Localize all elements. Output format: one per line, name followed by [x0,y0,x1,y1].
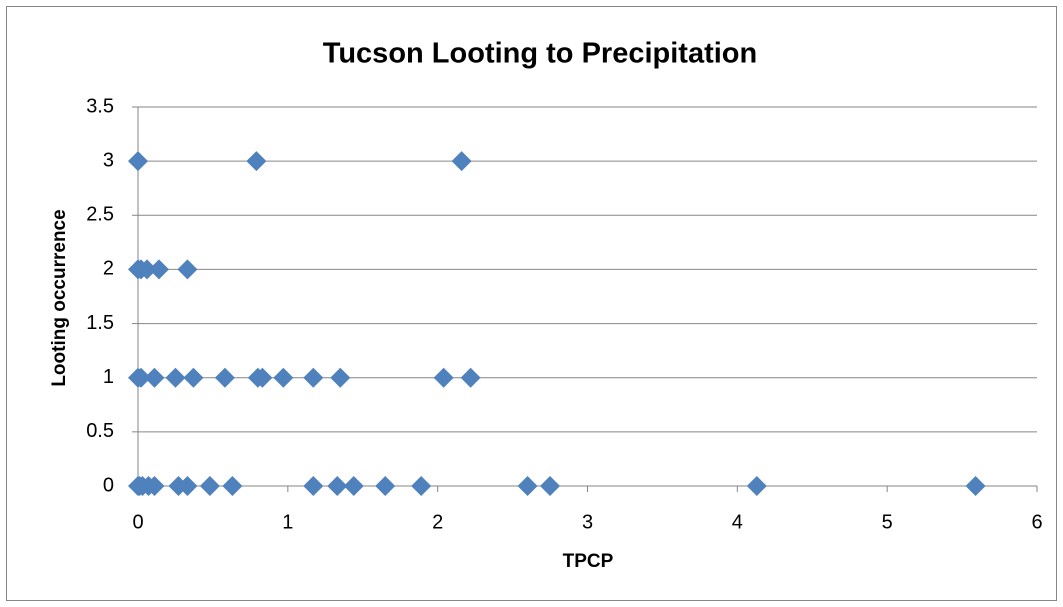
point [144,476,165,496]
x-tick-label: 6 [1031,511,1042,533]
point [199,476,220,496]
point [222,476,243,496]
point [148,259,169,280]
point [343,476,364,496]
x-tick-label: 5 [882,511,893,533]
y-tick-label: 0.5 [86,420,114,442]
point [136,259,157,280]
point [177,476,198,496]
x-tick-label: 3 [582,511,593,533]
point [183,367,204,388]
point [214,367,235,388]
y-tick-label: 3 [103,149,114,171]
point [303,476,324,496]
y-tick-label: 3.5 [86,95,114,117]
point [433,367,454,388]
point [246,151,267,172]
point [327,476,348,496]
x-tick-label: 1 [282,511,293,533]
x-tick-label: 2 [432,511,443,533]
point [746,476,767,496]
point [330,367,351,388]
point [411,476,432,496]
y-tick-label: 2.5 [86,204,114,226]
point [177,259,198,280]
x-axis-label: TPCP [563,551,614,572]
point [451,151,472,172]
y-tick-label: 2 [103,258,114,280]
point [460,367,481,388]
point [540,476,561,496]
chart-title: Tucson Looting to Precipitation [323,38,757,70]
x-tick-label: 4 [732,511,743,533]
y-tick-label: 1.5 [86,312,114,334]
point [303,367,324,388]
point [375,476,396,496]
point [144,367,165,388]
y-tick-label: 0 [103,474,114,496]
x-tick-label: 0 [132,511,143,533]
point [273,367,294,388]
y-axis-label: Looting occurrence [49,209,70,386]
point [128,151,148,172]
point [130,367,151,388]
point [965,476,986,496]
point [517,476,538,496]
point [252,367,273,388]
y-tick-label: 1 [103,366,114,388]
chart-frame [6,6,1057,601]
point [165,367,186,388]
